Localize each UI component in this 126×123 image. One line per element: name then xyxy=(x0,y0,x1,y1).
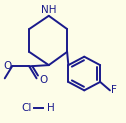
Text: Cl: Cl xyxy=(22,103,32,113)
Text: O: O xyxy=(40,75,48,85)
Text: NH: NH xyxy=(41,5,57,15)
Text: O: O xyxy=(3,61,11,71)
Text: H: H xyxy=(47,103,55,113)
Text: F: F xyxy=(111,85,117,95)
